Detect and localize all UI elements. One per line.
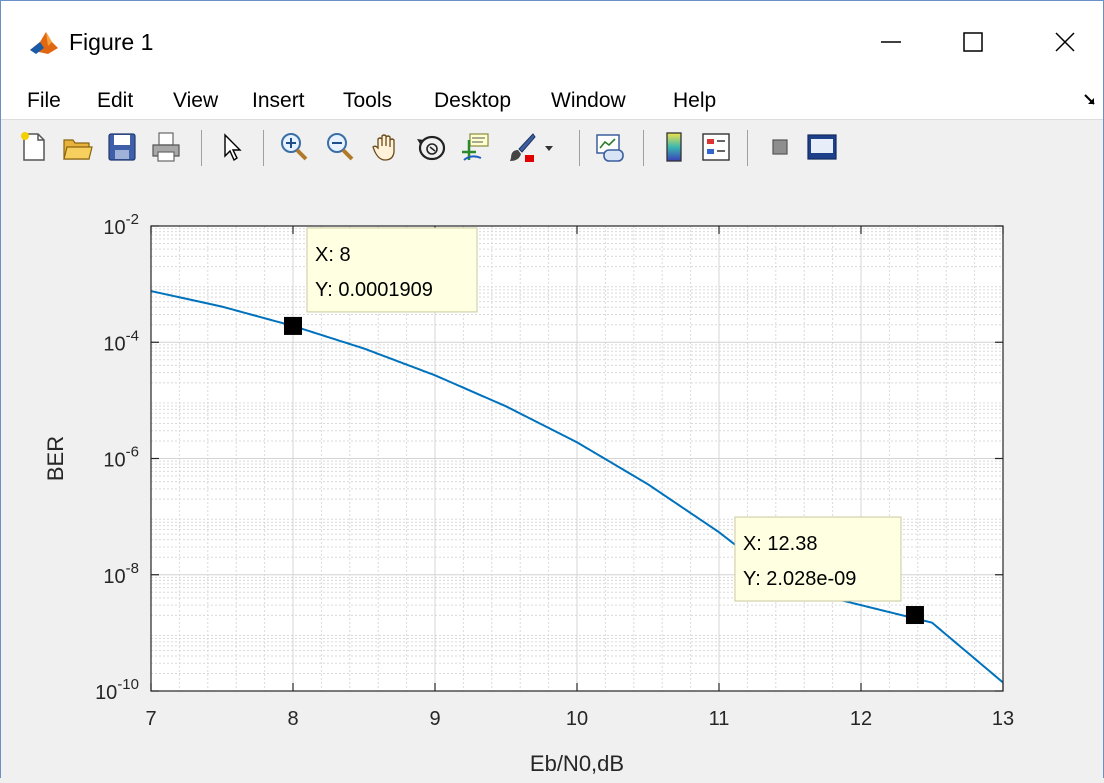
- menu-file[interactable]: File: [27, 89, 61, 112]
- open-file-icon[interactable]: [61, 130, 95, 164]
- y-axis-ticks: 10-10 10-8 10-6 10-4 10-2: [95, 211, 1003, 704]
- datatip-box: [306, 227, 478, 313]
- x-tick-label: 11: [709, 708, 730, 730]
- x-tick-label: 9: [429, 708, 440, 730]
- figure-canvas[interactable]: 7 8 9 10 11 12 13 10-10 10-8 10-6 10-4 10-2 Eb/N0,…: [1, 176, 1103, 778]
- maximize-button[interactable]: [945, 17, 1001, 67]
- pointer-icon[interactable]: [215, 130, 249, 164]
- toolbar-separator: [263, 130, 264, 166]
- datatip-marker[interactable]: [284, 316, 302, 335]
- menu-insert[interactable]: Insert: [252, 89, 305, 112]
- x-tick-label: 8: [287, 708, 298, 730]
- menu-window[interactable]: Window: [551, 89, 626, 112]
- data-cursor-icon[interactable]: [459, 130, 493, 164]
- menu-tools[interactable]: Tools: [343, 89, 393, 112]
- x-tick-label: 7: [145, 708, 156, 730]
- y-tick-label: 10-2: [103, 211, 139, 239]
- menu-edit[interactable]: Edit: [97, 89, 134, 112]
- x-axis-label: Eb/N0,dB: [530, 751, 624, 776]
- toolbar-separator: [201, 130, 202, 166]
- hide-plot-tools-icon[interactable]: [763, 130, 797, 164]
- rotate-3d-icon[interactable]: [415, 130, 449, 164]
- menu-desktop[interactable]: Desktop: [434, 89, 512, 112]
- y-tick-label: 10-6: [103, 444, 139, 472]
- window-title: Figure 1: [69, 29, 154, 55]
- y-tick-label: 10-8: [103, 560, 139, 588]
- datatip-box: [734, 516, 902, 602]
- datatip[interactable]: X: 12.38 Y: 2.028e-09: [734, 516, 924, 625]
- figure-toolbar: [1, 119, 1103, 177]
- zoom-in-icon[interactable]: [277, 130, 311, 164]
- toolbar-separator: [579, 130, 580, 166]
- show-plot-tools-icon[interactable]: [805, 130, 839, 164]
- toolbar-separator: [747, 130, 748, 166]
- datatip-x-text: X: 8: [315, 244, 351, 266]
- matlab-logo-icon: [28, 28, 60, 60]
- y-tick-label: 10-4: [103, 327, 139, 355]
- colorbar-icon[interactable]: [657, 130, 691, 164]
- ber-plot[interactable]: 7 8 9 10 11 12 13 10-10 10-8 10-6 10-4 10-2 Eb/N0,…: [1, 176, 1103, 778]
- print-icon[interactable]: [149, 130, 183, 164]
- title-bar[interactable]: Figure 1: [1, 1, 1103, 83]
- x-tick-label: 10: [566, 708, 588, 730]
- datatip[interactable]: X: 8 Y: 0.0001909: [284, 227, 478, 335]
- menu-view[interactable]: View: [173, 89, 219, 112]
- y-axis-label: BER: [43, 436, 68, 481]
- x-tick-label: 13: [992, 708, 1014, 730]
- datatip-layer[interactable]: X: 8 Y: 0.0001909 X: 12.38 Y: 2.028e-09: [284, 227, 924, 625]
- menu-help[interactable]: Help: [673, 89, 717, 112]
- datatip-y-text: Y: 2.028e-09: [743, 568, 856, 590]
- x-tick-label: 12: [850, 708, 872, 730]
- dock-arrow-icon[interactable]: [1083, 93, 1097, 112]
- close-button[interactable]: [1037, 17, 1093, 67]
- datatip-x-text: X: 12.38: [743, 533, 818, 555]
- datatip-y-text: Y: 0.0001909: [315, 279, 433, 301]
- zoom-out-icon[interactable]: [323, 130, 357, 164]
- brush-icon[interactable]: [505, 130, 539, 164]
- link-plot-icon[interactable]: [593, 130, 627, 164]
- legend-icon[interactable]: [699, 130, 733, 164]
- new-figure-icon[interactable]: [17, 130, 51, 164]
- save-icon[interactable]: [105, 130, 139, 164]
- dropdown-arrow-icon[interactable]: [541, 130, 557, 164]
- minimize-button[interactable]: [863, 17, 919, 67]
- datatip-marker[interactable]: [905, 606, 924, 625]
- pan-hand-icon[interactable]: [369, 130, 403, 164]
- toolbar-separator: [643, 130, 644, 166]
- x-axis-ticks: 7 8 9 10 11 12 13: [145, 226, 1014, 730]
- y-tick-label: 10-10: [95, 676, 139, 704]
- menu-bar: File Edit View Insert Tools Desktop Wind…: [1, 83, 1103, 119]
